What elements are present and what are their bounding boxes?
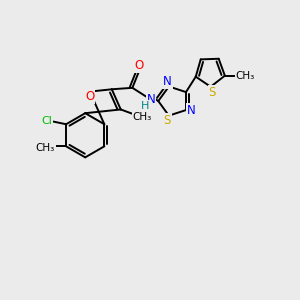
Text: CH₃: CH₃ [36, 143, 55, 153]
Text: S: S [208, 85, 216, 99]
Text: Cl: Cl [41, 116, 52, 126]
Text: S: S [164, 114, 171, 128]
Text: H: H [141, 101, 149, 111]
Text: CH₃: CH₃ [236, 71, 255, 81]
Text: N: N [163, 75, 172, 88]
Text: N: N [187, 104, 196, 117]
Text: N: N [147, 93, 155, 106]
Text: CH₃: CH₃ [133, 112, 152, 122]
Text: O: O [85, 90, 94, 104]
Text: O: O [135, 59, 144, 72]
